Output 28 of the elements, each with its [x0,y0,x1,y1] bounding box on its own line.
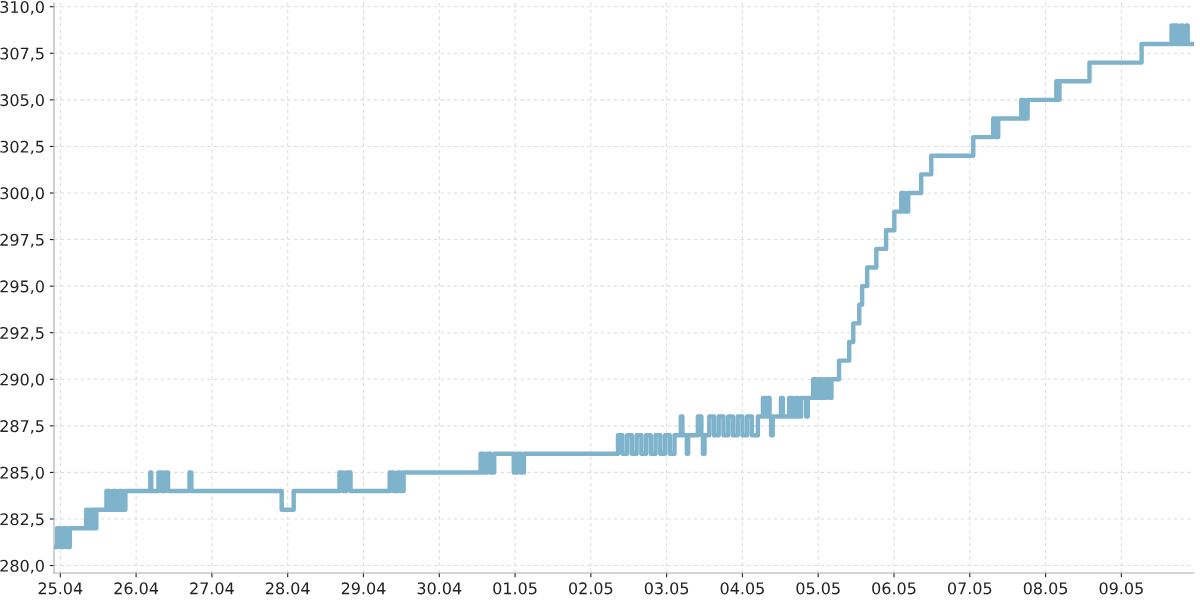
y-tick-label: 280,0 [0,559,44,574]
x-tick-label: 30.04 [417,582,462,595]
y-tick-label: 305,0 [0,94,44,108]
x-tick-label: 01.05 [493,582,537,595]
x-tick-label: 09.05 [1099,582,1143,595]
y-tick-label: 292,5 [0,326,44,341]
y-tick-label: 282,5 [0,513,44,527]
x-tick-label: 03.05 [644,582,689,595]
y-tick-label: 295,0 [0,280,44,295]
y-tick-label: 307,5 [0,47,44,62]
x-tick-label: 27.04 [190,582,234,595]
x-tick-label: 08.05 [1023,582,1068,595]
x-tick-label: 29.04 [341,582,386,595]
x-tick-label: 05.05 [796,582,840,595]
y-tick-label: 290,0 [0,373,44,388]
y-tick-label: 310,0 [0,0,44,15]
y-tick-label: 300,0 [0,187,44,201]
x-tick-label: 28.04 [265,582,310,595]
x-tick-label: 02.05 [569,582,613,595]
x-tick-label: 26.04 [114,582,159,595]
x-tick-label: 06.05 [872,582,916,595]
x-tick-label: 25.04 [38,582,83,595]
x-tick-label: 04.05 [720,582,764,595]
y-tick-label: 297,5 [0,233,44,248]
x-tick-label: 07.05 [947,582,992,595]
y-tick-label: 287,5 [0,420,44,434]
y-tick-label: 285,0 [0,466,44,481]
y-tick-label: 302,5 [0,140,44,155]
